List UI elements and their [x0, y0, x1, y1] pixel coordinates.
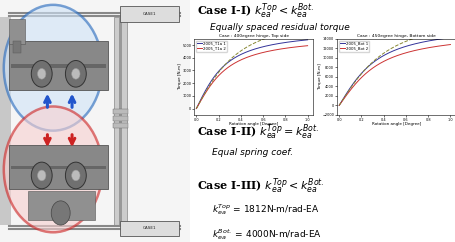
Bar	[10, 41, 108, 90]
Circle shape	[65, 162, 86, 189]
Text: CASE1: CASE1	[143, 12, 156, 16]
Text: Case I-II) $k_{ea}^{Top} = k_{ea}^{Bot.}$: Case I-II) $k_{ea}^{Top} = k_{ea}^{Bot.}…	[196, 122, 318, 142]
Circle shape	[71, 68, 80, 79]
Circle shape	[65, 60, 86, 87]
Legend: 2005_T1a 1, 2005_T1a 2: 2005_T1a 1, 2005_T1a 2	[196, 41, 227, 52]
Bar	[112, 116, 128, 121]
Text: Case I-III) $k_{ea}^{Top} < k_{ea}^{Bot.}$: Case I-III) $k_{ea}^{Top} < k_{ea}^{Bot.…	[196, 177, 324, 196]
Legend: 2005_Bot 1, 2005_Bot 2: 2005_Bot 1, 2005_Bot 2	[338, 41, 369, 52]
Title: Case : 400egree hinge, Top side: Case : 400egree hinge, Top side	[218, 34, 288, 38]
Circle shape	[71, 170, 80, 181]
Bar	[13, 41, 21, 53]
Text: Case I-I) $k_{ea}^{Top} < k_{ea}^{Bot.}$: Case I-I) $k_{ea}^{Top} < k_{ea}^{Bot.}$	[196, 2, 313, 21]
FancyBboxPatch shape	[120, 221, 179, 236]
Bar	[112, 123, 128, 128]
Circle shape	[31, 162, 52, 189]
Circle shape	[37, 170, 46, 181]
X-axis label: Rotation angle [Degree]: Rotation angle [Degree]	[371, 122, 420, 126]
Circle shape	[4, 106, 102, 232]
Bar	[39, 70, 45, 77]
Bar	[73, 70, 79, 77]
Text: $k_{ea}^{Bot.}$ = 4000N-m/rad-EA: $k_{ea}^{Bot.}$ = 4000N-m/rad-EA	[212, 227, 322, 242]
Bar	[112, 109, 128, 114]
Bar	[10, 145, 108, 189]
Bar	[10, 19, 25, 44]
Bar	[118, 17, 122, 225]
Bar	[28, 191, 95, 220]
Title: Case : 450egree hinge, Bottom side: Case : 450egree hinge, Bottom side	[356, 34, 435, 38]
Bar	[11, 64, 106, 68]
Text: CASE1: CASE1	[143, 227, 156, 230]
Text: Equally spaced residual torque: Equally spaced residual torque	[209, 23, 349, 32]
Text: Equal spring coef.: Equal spring coef.	[212, 148, 293, 157]
Bar	[0, 17, 11, 225]
Y-axis label: Torque [N-m]: Torque [N-m]	[317, 63, 321, 90]
Circle shape	[4, 5, 102, 131]
Y-axis label: Torque [N-m]: Torque [N-m]	[177, 63, 181, 90]
Circle shape	[31, 60, 52, 87]
X-axis label: Rotation angle [Degree]: Rotation angle [Degree]	[228, 122, 278, 126]
Circle shape	[51, 201, 70, 225]
Text: $k_{ea}^{Top}$ = 1812N-m/rad-EA: $k_{ea}^{Top}$ = 1812N-m/rad-EA	[212, 202, 319, 217]
Bar	[11, 166, 106, 169]
Circle shape	[37, 68, 46, 79]
Bar	[114, 17, 127, 225]
FancyBboxPatch shape	[120, 6, 179, 22]
